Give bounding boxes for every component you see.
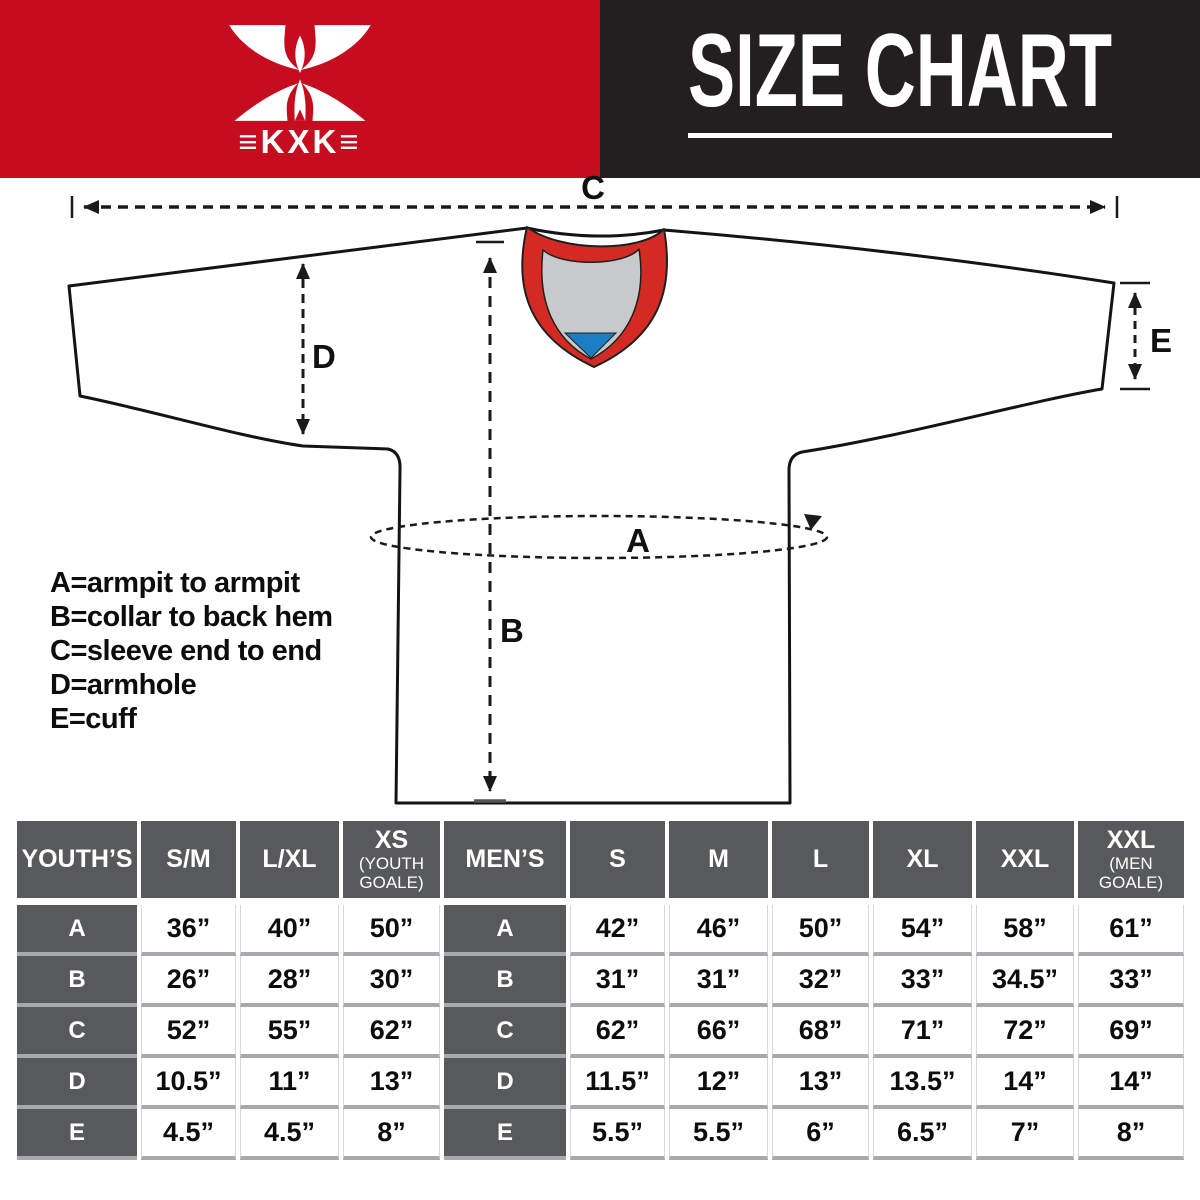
table-row-d: D 10.5” 11” 13” D 11.5” 12” 13” 13.5” 14” 14” — [17, 1058, 1184, 1109]
legend-line-e: E=cuff — [50, 703, 137, 735]
column-header-m: M — [669, 821, 768, 905]
measurement-legend: A=armpit to armpit B=collar to back hem … — [50, 566, 333, 736]
size-value: 5.5” — [570, 1109, 665, 1160]
column-header-s: S — [570, 821, 665, 905]
size-value: 8” — [343, 1109, 440, 1160]
size-value: 11” — [240, 1058, 339, 1109]
size-value: 46” — [669, 905, 768, 956]
legend-line-a: A=armpit to armpit — [50, 567, 300, 599]
column-header-xl: XL — [873, 821, 972, 905]
size-value: 8” — [1078, 1109, 1184, 1160]
size-value: 31” — [669, 956, 768, 1007]
row-label: B — [17, 956, 137, 1007]
brand-logo-text: ≡KXK≡ — [238, 123, 362, 160]
size-value: 13” — [343, 1058, 440, 1109]
size-value: 14” — [1078, 1058, 1184, 1109]
size-value: 69” — [1078, 1007, 1184, 1058]
size-value: 11.5” — [570, 1058, 665, 1109]
jersey-measurement-diagram: C D B E A — [67, 170, 1172, 805]
column-header-sm: S/M — [141, 821, 236, 905]
page-title: SIZE CHART — [688, 22, 1112, 129]
size-value: 34.5” — [976, 956, 1074, 1007]
size-value: 13” — [772, 1058, 869, 1109]
size-value: 62” — [570, 1007, 665, 1058]
dim-b-label: B — [500, 612, 524, 649]
size-value: 13.5” — [873, 1058, 972, 1109]
size-value: 6” — [772, 1109, 869, 1160]
kxk-logo-icon — [229, 25, 371, 121]
size-value: 50” — [772, 905, 869, 956]
size-value: 31” — [570, 956, 665, 1007]
size-value: 4.5” — [240, 1109, 339, 1160]
size-value: 10.5” — [141, 1058, 236, 1109]
row-label: C — [17, 1007, 137, 1058]
legend-line-d: D=armhole — [50, 669, 197, 701]
table-row-a: A 36” 40” 50” A 42” 46” 50” 54” 58” 61” — [17, 905, 1184, 956]
legend-line-b: B=collar to back hem — [50, 601, 333, 633]
jersey-collar-blue-insert — [563, 332, 618, 359]
size-value: 12” — [669, 1058, 768, 1109]
jersey-collar-inner-gray — [541, 248, 642, 360]
column-header-xxl: XXL (MEN GOALE) — [1078, 821, 1184, 905]
header-band: ≡KXK≡ SIZE CHART — [0, 0, 1200, 178]
dim-a-label: A — [626, 522, 650, 559]
size-value: 55” — [240, 1007, 339, 1058]
title-panel: SIZE CHART — [600, 0, 1200, 178]
column-header-mens: MEN’S — [444, 821, 566, 905]
row-label: A — [17, 905, 137, 956]
size-value: 72” — [976, 1007, 1074, 1058]
row-label: D — [444, 1058, 566, 1109]
dim-a-arrowhead — [804, 514, 822, 530]
legend-line-c: C=sleeve end to end — [50, 635, 322, 667]
row-label: D — [17, 1058, 137, 1109]
size-value: 52” — [141, 1007, 236, 1058]
dim-a-ellipse — [369, 514, 829, 560]
size-value: 62” — [343, 1007, 440, 1058]
dim-c-label: C — [581, 170, 605, 206]
size-value: 33” — [1078, 956, 1184, 1007]
size-value: 40” — [240, 905, 339, 956]
row-label: E — [444, 1109, 566, 1160]
dim-e-label: E — [1150, 322, 1172, 359]
size-value: 71” — [873, 1007, 972, 1058]
dim-d-label: D — [312, 338, 336, 375]
size-value: 7” — [976, 1109, 1074, 1160]
row-label: C — [444, 1007, 566, 1058]
size-value: 50” — [343, 905, 440, 956]
size-value: 33” — [873, 956, 972, 1007]
page-title-graphic: SIZE CHART — [688, 22, 1112, 138]
size-value: 4.5” — [141, 1109, 236, 1160]
row-label: B — [444, 956, 566, 1007]
size-value: 66” — [669, 1007, 768, 1058]
size-value: 68” — [772, 1007, 869, 1058]
size-value: 32” — [772, 956, 869, 1007]
size-value: 54” — [873, 905, 972, 956]
table-row-c: C 52” 55” 62” C 62” 66” 68” 71” 72” 69” — [17, 1007, 1184, 1058]
size-value: 6.5” — [873, 1109, 972, 1160]
size-value: 5.5” — [669, 1109, 768, 1160]
size-value: 28” — [240, 956, 339, 1007]
table-header-row: YOUTH’S S/M L/XL XS (YOUTH GOALE) MEN’S S M L XL XX… — [17, 821, 1184, 905]
column-header-lxl: L/XL — [240, 821, 339, 905]
size-value: 36” — [141, 905, 236, 956]
size-value: 42” — [570, 905, 665, 956]
row-label: A — [444, 905, 566, 956]
row-label: E — [17, 1109, 137, 1160]
table-row-b: B 26” 28” 30” B 31” 31” 32” 33” 34.5” 33” — [17, 956, 1184, 1007]
table-row-e: E 4.5” 4.5” 8” E 5.5” 5.5” 6” 6.5” 7” 8” — [17, 1109, 1184, 1160]
title-underline — [688, 132, 1112, 138]
brand-panel: ≡KXK≡ — [0, 0, 600, 178]
column-header-xxl: XXL — [976, 821, 1074, 905]
size-value: 61” — [1078, 905, 1184, 956]
size-value: 14” — [976, 1058, 1074, 1109]
column-header-youths: YOUTH’S — [17, 821, 137, 905]
column-header-l: L — [772, 821, 869, 905]
column-header-xs: XS (YOUTH GOALE) — [343, 821, 440, 905]
size-value: 58” — [976, 905, 1074, 956]
size-value: 30” — [343, 956, 440, 1007]
size-value: 26” — [141, 956, 236, 1007]
size-table: YOUTH’S S/M L/XL XS (YOUTH GOALE) MEN’S S M L XL XX… — [13, 821, 1188, 1160]
